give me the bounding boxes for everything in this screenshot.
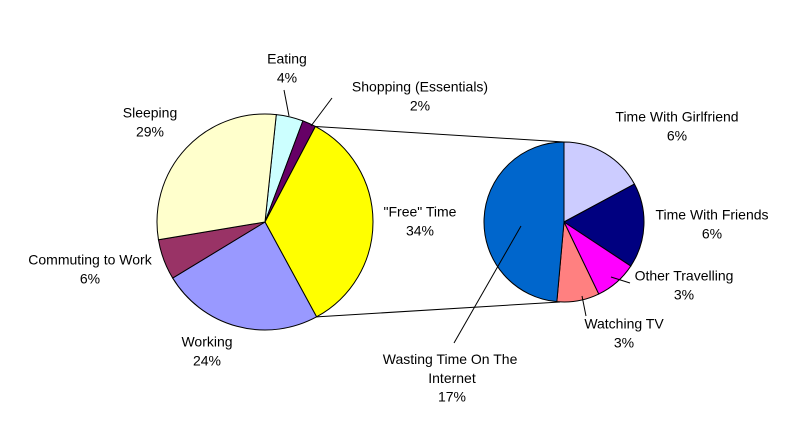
leader-line [453, 225, 522, 344]
slice-label: Commuting to Work [28, 252, 152, 268]
connector-line [316, 301, 561, 318]
slice-value-label: 2% [410, 98, 430, 114]
slice-value-label: 29% [136, 124, 164, 140]
connector-line [315, 125, 565, 143]
slice-value-label: 6% [702, 226, 722, 242]
slice-value-label: 6% [80, 271, 100, 287]
pie-slice [172, 221, 318, 331]
slice-value-label: 3% [674, 287, 694, 303]
slice-value-label: 34% [406, 223, 434, 239]
slice-label: Shopping (Essentials) [352, 79, 488, 95]
leader-line [283, 89, 290, 117]
slice-label: "Free" Time [384, 204, 457, 220]
slice-label: Wasting Time On The Internet [383, 351, 522, 386]
slice-value-label: 24% [193, 353, 221, 369]
pie-slice [264, 125, 374, 318]
leader-line [610, 276, 631, 284]
slice-label: Eating [267, 51, 307, 67]
leader-line [310, 97, 333, 127]
leader-line [581, 295, 587, 317]
slice-label: Other Travelling [635, 268, 734, 284]
slice-value-label: 6% [667, 128, 687, 144]
slice-label: Time With Friends [655, 207, 768, 223]
slice-label: Time With Girlfriend [615, 109, 738, 125]
slice-label: Sleeping [123, 105, 178, 121]
slice-value-label: 17% [438, 389, 466, 405]
pie-slice [156, 113, 277, 241]
slice-label: Working [181, 334, 232, 350]
slice-label: Watching TV [584, 316, 664, 332]
slice-value-label: 4% [277, 70, 297, 86]
pie-slice [483, 141, 565, 303]
pie-slice [563, 141, 636, 223]
pie-slice [563, 183, 645, 267]
slice-value-label: 3% [614, 335, 634, 351]
